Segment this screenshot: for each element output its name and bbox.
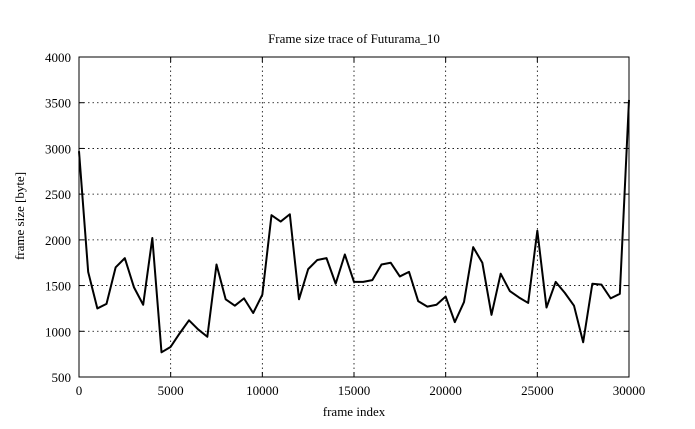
data-series xyxy=(78,99,630,354)
y-tick-label: 1000 xyxy=(45,324,71,339)
x-tick-label: 25000 xyxy=(521,383,554,398)
y-tick-label: 2500 xyxy=(45,187,71,202)
x-tick-label: 5000 xyxy=(158,383,184,398)
x-tick-label: 30000 xyxy=(613,383,646,398)
y-tick-label: 2000 xyxy=(45,233,71,248)
y-tick-label: 4000 xyxy=(45,50,71,65)
chart-title: Frame size trace of Futurama_10 xyxy=(268,31,440,46)
grid-lines xyxy=(79,57,629,377)
y-tick-label: 1500 xyxy=(45,279,71,294)
y-axis-label: frame size [byte] xyxy=(12,172,27,260)
plot-frame xyxy=(78,56,630,378)
x-tick-label: 10000 xyxy=(246,383,279,398)
x-tick-label: 15000 xyxy=(338,383,371,398)
x-axis-label: frame index xyxy=(323,404,386,419)
axis-ticks xyxy=(78,56,630,378)
x-tick-label: 20000 xyxy=(429,383,462,398)
x-tick-label: 0 xyxy=(76,383,83,398)
y-tick-label: 3000 xyxy=(45,141,71,156)
tick-labels: 0 5000 10000 15000 20000 25000 30000 500 1000 150… xyxy=(45,50,645,398)
y-tick-label: 500 xyxy=(52,370,72,385)
series-line xyxy=(78,99,630,354)
y-tick-label: 3500 xyxy=(45,96,71,111)
